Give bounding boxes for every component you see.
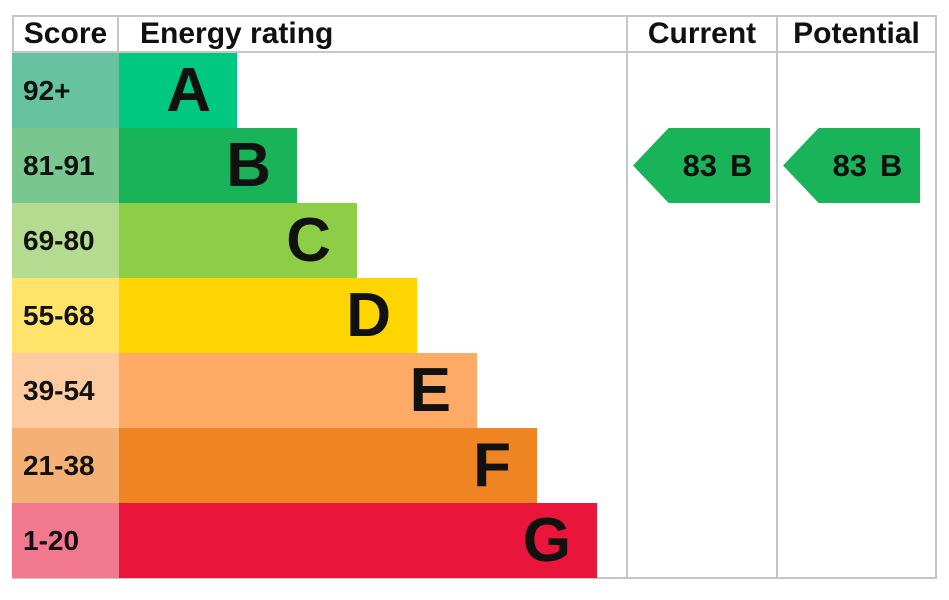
current-rating-letter: B xyxy=(730,147,753,183)
header-left-border xyxy=(12,15,14,53)
potential-rating-value: 83 xyxy=(832,147,868,183)
energy-band-rows: 92+ A 81-91 B 69-80 C 55-68 D 39-54 E 21-38 F 1-20 G xyxy=(12,53,937,578)
table-bottom-border xyxy=(12,577,937,579)
potential-column-header: Potential xyxy=(793,17,920,50)
energy-band-bar-g: G xyxy=(119,503,597,578)
current-column-header: Current xyxy=(647,17,757,50)
table-right-border xyxy=(935,15,937,579)
energy-band-bar-c: C xyxy=(119,203,357,278)
score-range-label: 39-54 xyxy=(12,353,119,428)
current-column-left-border xyxy=(626,15,628,579)
score-range-label: 55-68 xyxy=(12,278,119,353)
energy-band-bar-f: F xyxy=(119,428,537,503)
score-column-divider xyxy=(117,15,119,53)
energy-band-bar-a: A xyxy=(119,53,237,128)
score-range-label: 92+ xyxy=(12,53,119,128)
score-range-label: 21-38 xyxy=(12,428,119,503)
score-range-label: 1-20 xyxy=(12,503,119,578)
potential-rating-letter: B xyxy=(880,147,903,183)
energy-band-row-d: 55-68 D xyxy=(12,278,937,353)
energy-band-bar-e: E xyxy=(119,353,477,428)
energy-band-bar-d: D xyxy=(119,278,417,353)
energy-band-row-b: 81-91 B xyxy=(12,128,937,203)
energy-rating-column-header: Energy rating xyxy=(140,17,334,50)
energy-band-bar-b: B xyxy=(119,128,297,203)
potential-column-left-border xyxy=(776,15,778,579)
header-divider xyxy=(12,51,937,53)
score-range-label: 81-91 xyxy=(12,128,119,203)
energy-band-row-c: 69-80 C xyxy=(12,203,937,278)
energy-band-row-a: 92+ A xyxy=(12,53,937,128)
current-rating-value: 83 xyxy=(682,147,718,183)
energy-band-row-g: 1-20 G xyxy=(12,503,937,578)
score-range-label: 69-80 xyxy=(12,203,119,278)
energy-band-row-f: 21-38 F xyxy=(12,428,937,503)
table-top-border xyxy=(12,15,937,17)
score-column-header: Score xyxy=(23,17,108,50)
energy-band-row-e: 39-54 E xyxy=(12,353,937,428)
